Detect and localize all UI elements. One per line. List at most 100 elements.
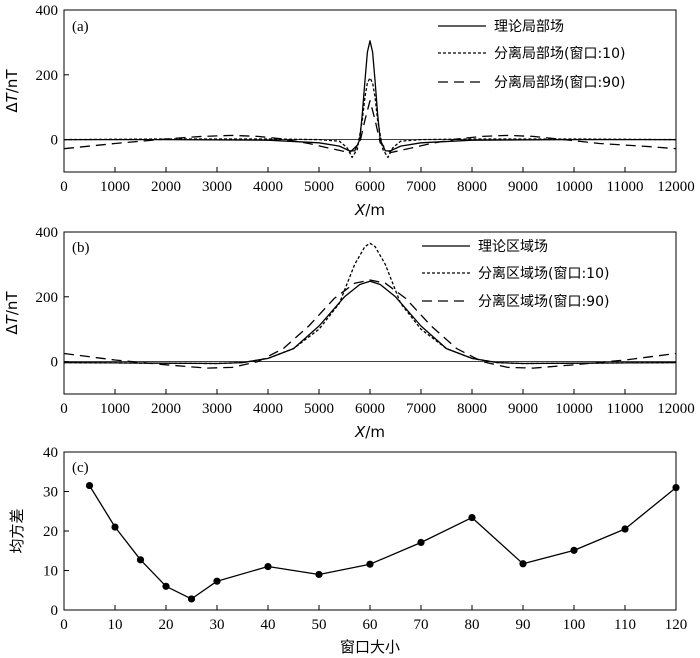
panel-a-ylabel: ΔT/nT [3,69,21,113]
x-tick-label: 3000 [202,179,232,195]
x-tick-label: 0 [60,179,68,195]
x-tick-label: 50 [312,617,327,633]
x-tick-label: 6000 [355,179,385,195]
x-tick-label: 0 [60,617,68,633]
panel-b-x-ticks: 0 1000 2000 3000 4000 5000 6000 7000 8000 9000 100… [60,389,695,417]
panel-a-frame [63,9,677,173]
panel-c-y-ticks: 0 10 20 30 40 [43,445,69,619]
x-tick-label: 1000 [100,179,130,195]
panel-b-y-ticks: 0 200 400 [36,225,69,371]
data-point [672,483,680,492]
x-tick-label: 2000 [151,401,181,417]
data-point [417,538,425,547]
panel-b-frame [63,231,677,395]
series-line-dotted [63,242,677,365]
data-point [570,546,578,554]
y-tick-label: 40 [43,445,58,461]
data-point [519,560,527,568]
data-point [468,513,476,522]
panel-a-legend: 理论局部场 分离局部场(窗口:10) 分离局部场(窗口:90) [438,19,625,91]
panel-b-xlabel: X/m [354,423,385,441]
x-tick-label: 7000 [406,401,436,417]
panel-c-series [85,481,680,603]
data-point [85,481,94,490]
x-tick-label: 90 [516,617,531,633]
x-tick-label: 3000 [202,401,232,417]
y-tick-label: 0 [51,603,59,619]
panel-c-x-ticks: 0 10 20 30 40 50 60 70 80 90 100 110 120 [60,605,687,633]
y-tick-label: 30 [43,485,58,501]
x-tick-label: 40 [261,617,276,633]
x-tick-label: 9000 [508,401,538,417]
panel-c-frame [63,451,677,611]
legend-label: 理论区域场 [478,239,548,255]
x-tick-label: 1000 [100,401,130,417]
x-tick-label: 10000 [555,179,593,195]
panel-a-y-ticks: 0 200 400 [36,3,69,149]
panel-a-xlabel: X/m [354,201,385,219]
x-tick-label: 30 [210,617,225,633]
x-tick-label: 8000 [457,401,487,417]
data-point [136,556,145,564]
y-tick-label: 400 [36,3,59,19]
x-tick-label: 6000 [355,401,385,417]
series-line-dashed [63,100,677,154]
data-point [621,525,629,533]
x-tick-label: 110 [614,617,636,633]
series-line-solid [88,485,677,600]
data-point [187,595,196,603]
x-tick-label: 20 [159,617,174,633]
x-tick-label: 2000 [151,179,181,195]
x-tick-label: 9000 [508,179,538,195]
x-tick-label: 10000 [555,401,593,417]
x-tick-label: 4000 [253,401,283,417]
panel-a-series [63,40,677,159]
x-tick-label: 5000 [304,401,334,417]
panel-b: (b) 0 1000 2000 3000 4000 5000 6000 7000 8000 900… [3,225,695,441]
x-tick-label: 4000 [253,179,283,195]
x-tick-label: 11000 [607,179,644,195]
x-tick-label: 10 [108,617,123,633]
x-tick-label: 70 [414,617,429,633]
data-point [111,523,119,531]
y-tick-label: 400 [36,225,59,241]
panel-a-x-ticks: 0 1000 2000 3000 4000 5000 6000 7000 8000 9000 100… [60,167,695,195]
y-tick-label: 200 [36,290,59,306]
x-tick-label: 12000 [657,401,695,417]
y-tick-label: 200 [36,68,59,84]
legend-label: 分离区域场(窗口:90) [478,293,609,310]
x-tick-label: 0 [60,401,68,417]
x-tick-label: 60 [363,617,378,633]
data-point [264,562,272,571]
panel-c-xlabel: 窗口大小 [340,638,400,656]
data-point [162,582,170,590]
panel-b-legend: 理论区域场 分离区域场(窗口:10) 分离区域场(窗口:90) [422,239,609,310]
y-tick-label: 0 [51,133,59,149]
panel-b-ylabel: ΔT/nT [3,291,21,335]
panel-c: (c) 0 10 20 30 40 50 60 70 80 90 100 110 120 0 10 20 30… [8,445,687,656]
x-tick-label: 12000 [657,179,695,195]
panel-c-label: (c) [72,460,89,476]
legend-label: 分离区域场(窗口:10) [478,265,609,282]
panel-b-series [63,242,677,369]
legend-label: 理论局部场 [494,19,564,35]
legend-label: 分离局部场(窗口:10) [494,45,625,62]
y-tick-label: 0 [51,355,59,371]
legend-label: 分离局部场(窗口:90) [494,74,625,91]
panel-c-ylabel: 均方差 [8,508,26,553]
series-line-solid [64,40,676,152]
panel-a-label: (a) [72,19,89,35]
x-tick-label: 80 [465,617,480,633]
y-tick-label: 20 [43,524,58,540]
x-tick-label: 5000 [304,179,334,195]
x-tick-label: 120 [665,617,688,633]
series-line-dashed [63,279,677,369]
panel-b-label: (b) [72,240,90,256]
panel-a: (a) 0 1000 2000 3000 4000 5000 6000 7000 8000 900… [3,3,695,219]
y-tick-label: 10 [43,564,58,580]
x-tick-label: 7000 [406,179,436,195]
x-tick-label: 11000 [607,401,644,417]
x-tick-label: 8000 [457,179,487,195]
data-point [366,560,374,568]
